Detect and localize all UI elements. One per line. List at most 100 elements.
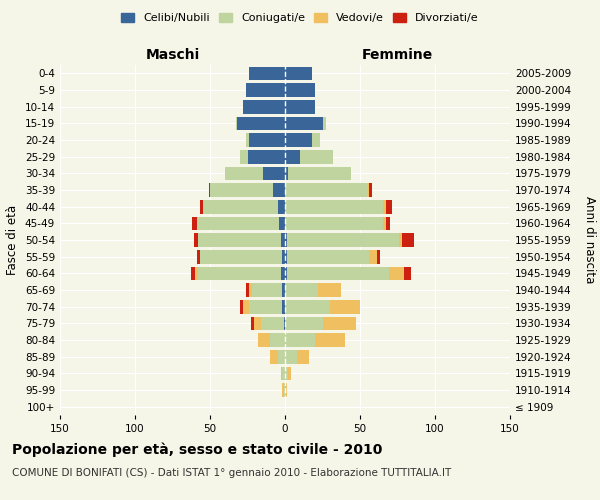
Bar — [252, 283, 282, 297]
Bar — [284, 316, 285, 330]
Bar — [249, 66, 285, 80]
Bar — [300, 150, 333, 164]
Bar — [197, 250, 199, 264]
Bar — [330, 300, 360, 314]
Bar — [270, 350, 277, 364]
Bar — [203, 200, 277, 213]
Bar — [315, 333, 345, 347]
Bar — [243, 100, 285, 114]
Bar — [240, 300, 243, 314]
Bar — [243, 300, 249, 314]
Bar — [237, 116, 285, 130]
Bar — [281, 366, 282, 380]
Bar — [285, 216, 383, 230]
Bar — [285, 200, 383, 213]
Text: Popolazione per età, sesso e stato civile - 2010: Popolazione per età, sesso e stato civil… — [12, 442, 382, 457]
Bar — [248, 150, 285, 164]
Bar — [288, 366, 291, 380]
Bar — [402, 233, 414, 247]
Y-axis label: Fasce di età: Fasce di età — [7, 205, 19, 275]
Bar — [318, 283, 341, 297]
Bar — [287, 250, 369, 264]
Bar — [323, 116, 325, 130]
Bar — [258, 333, 270, 347]
Bar — [198, 266, 281, 280]
Bar — [279, 216, 285, 230]
Bar — [192, 216, 197, 230]
Bar — [386, 200, 392, 213]
Bar — [195, 266, 198, 280]
Bar — [285, 166, 288, 180]
Bar — [281, 233, 285, 247]
Bar — [369, 250, 377, 264]
Bar — [285, 366, 288, 380]
Legend: Celibi/Nubili, Coniugati/e, Vedovi/e, Divorziati/e: Celibi/Nubili, Coniugati/e, Vedovi/e, Di… — [119, 10, 481, 26]
Bar — [285, 300, 330, 314]
Bar — [277, 350, 285, 364]
Text: COMUNE DI BONIFATI (CS) - Dati ISTAT 1° gennaio 2010 - Elaborazione TUTTITALIA.I: COMUNE DI BONIFATI (CS) - Dati ISTAT 1° … — [12, 468, 451, 477]
Bar — [282, 283, 285, 297]
Bar — [285, 150, 300, 164]
Bar — [282, 366, 285, 380]
Bar — [261, 316, 284, 330]
Bar — [273, 183, 285, 197]
Bar — [285, 316, 323, 330]
Bar — [240, 150, 248, 164]
Text: Maschi: Maschi — [145, 48, 200, 62]
Bar — [199, 200, 203, 213]
Bar — [287, 266, 389, 280]
Bar — [369, 183, 372, 197]
Bar — [282, 250, 285, 264]
Bar — [197, 216, 279, 230]
Bar — [383, 216, 386, 230]
Bar — [249, 283, 252, 297]
Bar — [285, 333, 315, 347]
Bar — [285, 83, 315, 97]
Bar — [285, 233, 287, 247]
Bar — [285, 350, 297, 364]
Text: Femmine: Femmine — [362, 48, 433, 62]
Bar — [263, 166, 285, 180]
Bar — [246, 83, 285, 97]
Bar — [323, 316, 355, 330]
Bar — [284, 383, 285, 397]
Bar — [399, 233, 402, 247]
Bar — [386, 216, 390, 230]
Bar — [285, 283, 318, 297]
Bar — [404, 266, 411, 280]
Bar — [282, 383, 284, 397]
Bar — [199, 250, 282, 264]
Bar — [285, 250, 287, 264]
Bar — [209, 183, 210, 197]
Bar — [285, 183, 367, 197]
Bar — [270, 333, 285, 347]
Bar — [282, 300, 285, 314]
Bar — [249, 300, 282, 314]
Bar — [285, 266, 287, 280]
Bar — [254, 316, 261, 330]
Y-axis label: Anni di nascita: Anni di nascita — [583, 196, 596, 284]
Bar — [246, 283, 249, 297]
Bar — [285, 116, 323, 130]
Bar — [246, 133, 249, 147]
Bar — [389, 266, 404, 280]
Bar — [312, 133, 320, 147]
Bar — [285, 100, 315, 114]
Bar — [377, 250, 380, 264]
Bar — [193, 233, 198, 247]
Bar — [210, 183, 273, 197]
Bar — [285, 383, 287, 397]
Bar — [225, 166, 263, 180]
Bar — [281, 266, 285, 280]
Bar — [249, 133, 285, 147]
Bar — [251, 316, 254, 330]
Bar — [297, 350, 309, 364]
Bar — [285, 133, 312, 147]
Bar — [367, 183, 369, 197]
Bar — [277, 200, 285, 213]
Bar — [287, 233, 399, 247]
Bar — [198, 233, 281, 247]
Bar — [235, 116, 237, 130]
Bar — [285, 66, 312, 80]
Bar — [383, 200, 386, 213]
